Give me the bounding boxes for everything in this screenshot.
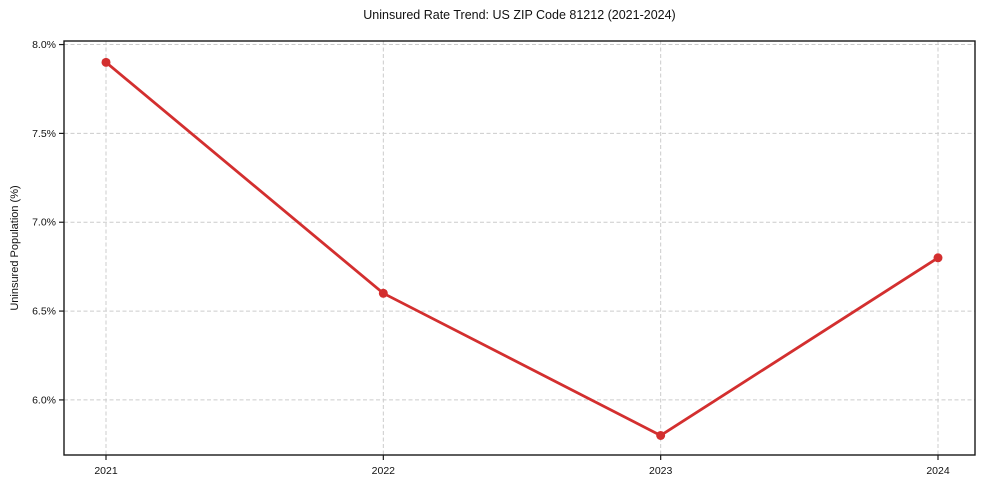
chart-title: Uninsured Rate Trend: US ZIP Code 81212 … <box>363 8 676 22</box>
y-tick-label: 6.5% <box>32 306 56 318</box>
data-point-marker <box>656 430 666 440</box>
x-tick-label: 2023 <box>649 465 673 477</box>
y-tick-label: 7.5% <box>32 128 56 140</box>
y-tick-label: 7.0% <box>32 217 56 229</box>
plot-frame <box>63 40 976 456</box>
x-tick-label: 2024 <box>926 465 950 477</box>
y-tick-label: 6.0% <box>32 394 56 406</box>
x-tick-label: 2021 <box>94 465 118 477</box>
x-tick-label: 2022 <box>372 465 396 477</box>
trend-line <box>104 60 940 437</box>
data-point-marker <box>378 288 388 298</box>
data-point-marker <box>933 253 943 263</box>
y-tick-label: 8.0% <box>32 39 56 51</box>
data-point-marker <box>101 57 111 67</box>
